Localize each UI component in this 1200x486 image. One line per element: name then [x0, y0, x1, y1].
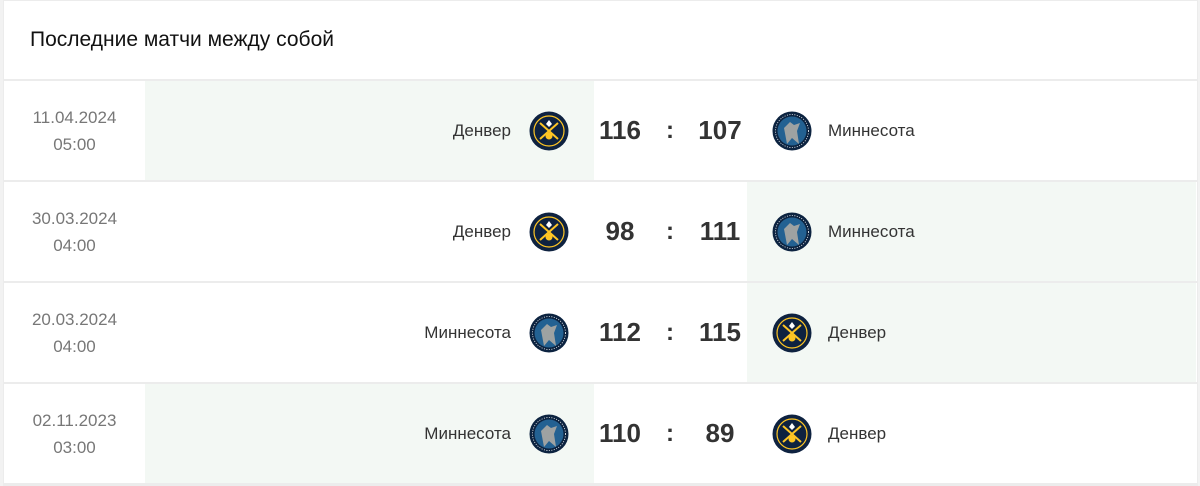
home-score: 112	[599, 317, 641, 347]
match-time: 04:00	[53, 235, 96, 255]
match-row[interactable]: 30.03.2024 04:00 Денвер 98 : 111 Миннесот…	[4, 182, 1197, 283]
away-score: 89	[705, 418, 735, 448]
home-team-name[interactable]: Денвер	[452, 120, 511, 140]
match-time: 05:00	[53, 134, 96, 154]
away-team-name[interactable]: Миннесота	[828, 221, 915, 241]
match-date: 02.11.2023	[32, 410, 117, 430]
head-to-head-card: Последние матчи между собой 11.04.2024 05…	[3, 0, 1198, 486]
score-separator: :	[666, 217, 674, 245]
match-date: 30.03.2024	[31, 208, 118, 228]
winner-highlight	[145, 81, 594, 180]
denver-nuggets-logo-icon	[772, 414, 812, 454]
match-datetime: 02.11.2023 03:00	[4, 384, 145, 483]
match-date: 11.04.2024	[32, 107, 117, 127]
denver-nuggets-logo-icon	[772, 313, 812, 353]
home-score: 110	[599, 418, 641, 448]
away-team-name[interactable]: Денвер	[828, 423, 887, 443]
away-score: 115	[699, 317, 741, 347]
away-team-name[interactable]: Миннесота	[828, 120, 915, 140]
minnesota-timberwolves-logo-icon	[772, 212, 812, 252]
score-separator: :	[666, 318, 674, 346]
away-score: 111	[699, 216, 741, 246]
card-title: Последние матчи между собой	[4, 1, 1197, 81]
home-team-name[interactable]: Миннесота	[424, 423, 511, 443]
match-row[interactable]: 11.04.2024 05:00 Денвер 116 : 107 Миннесо…	[4, 81, 1197, 182]
match-time: 03:00	[53, 437, 96, 457]
denver-nuggets-logo-icon	[529, 212, 569, 252]
winner-highlight	[747, 283, 1196, 382]
home-score: 116	[599, 115, 641, 145]
match-datetime: 20.03.2024 04:00	[4, 283, 145, 382]
minnesota-timberwolves-logo-icon	[772, 111, 812, 151]
home-team-name[interactable]: Миннесота	[424, 322, 511, 342]
match-datetime: 30.03.2024 04:00	[4, 182, 145, 281]
match-date: 20.03.2024	[31, 309, 118, 329]
denver-nuggets-logo-icon	[529, 111, 569, 151]
match-row[interactable]: 02.11.2023 03:00 Миннесота 110 : 89 Денве…	[4, 384, 1197, 485]
home-score: 98	[605, 216, 635, 246]
score-separator: :	[666, 116, 674, 144]
winner-highlight	[145, 384, 594, 483]
match-datetime: 11.04.2024 05:00	[4, 81, 145, 180]
match-row[interactable]: 20.03.2024 04:00 Миннесота 112 : 115 Денв…	[4, 283, 1197, 384]
away-score: 107	[698, 115, 742, 145]
minnesota-timberwolves-logo-icon	[529, 313, 569, 353]
winner-highlight	[747, 182, 1196, 281]
match-time: 04:00	[53, 336, 96, 356]
home-team-name[interactable]: Денвер	[452, 221, 511, 241]
minnesota-timberwolves-logo-icon	[529, 414, 569, 454]
score-separator: :	[666, 419, 674, 447]
away-team-name[interactable]: Денвер	[828, 322, 887, 342]
